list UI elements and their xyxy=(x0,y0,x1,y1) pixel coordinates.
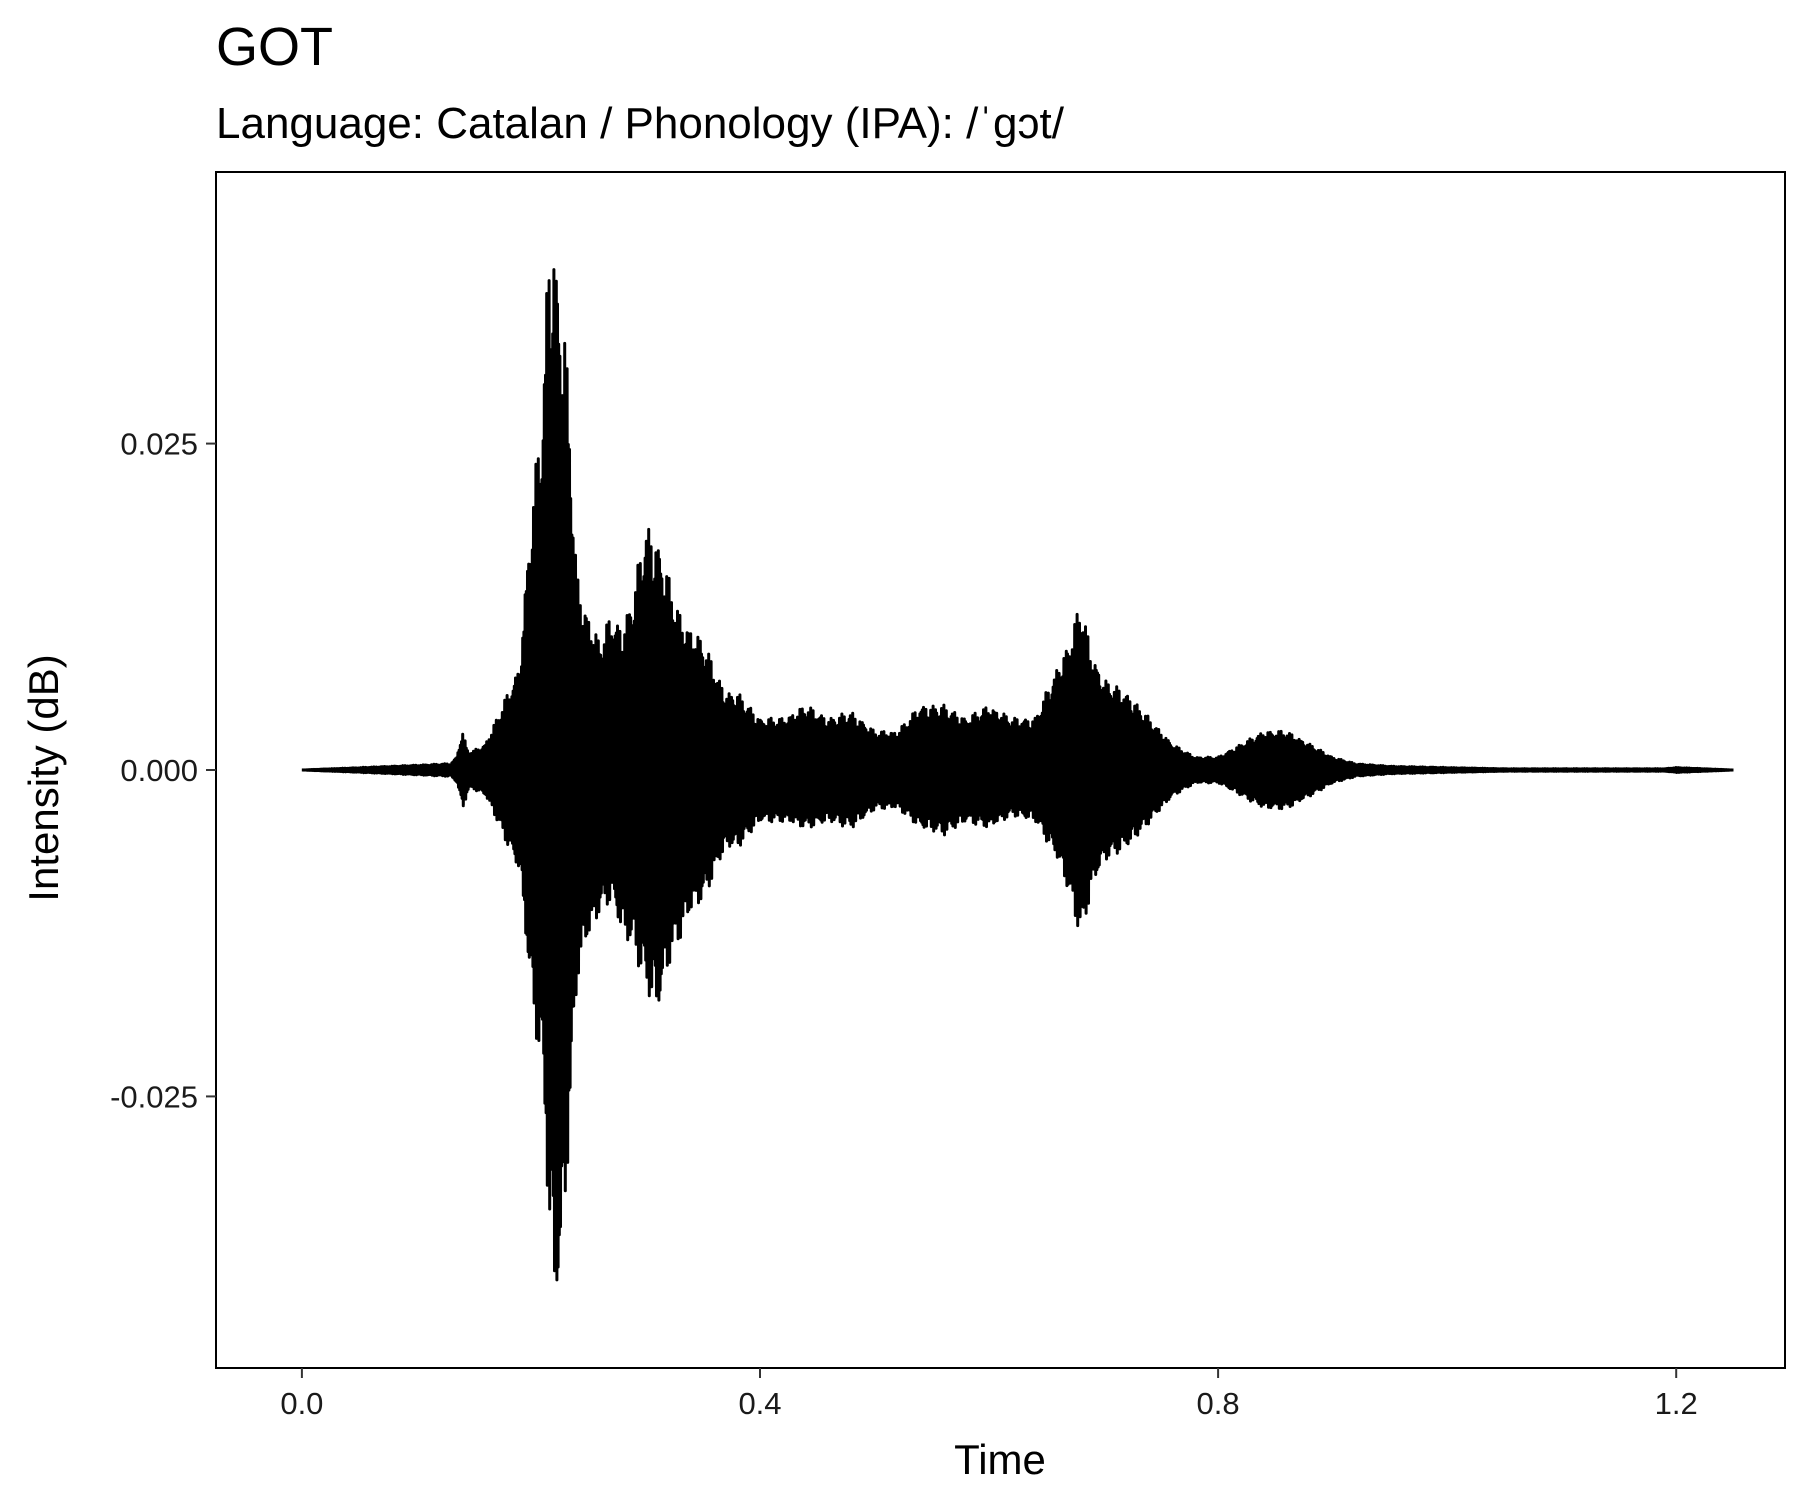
y-tick-label: -0.025 xyxy=(110,1079,198,1114)
y-tick-label: 0.000 xyxy=(120,753,198,788)
x-axis-title: Time xyxy=(954,1436,1046,1483)
y-axis-title: Intensity (dB) xyxy=(20,654,67,901)
x-tick-label: 0.0 xyxy=(280,1386,323,1421)
waveform-series-0 xyxy=(301,268,1735,1282)
chart-title: GOT xyxy=(216,17,333,77)
x-axis: 0.0 0.4 0.8 1.2 xyxy=(280,1368,1698,1421)
x-tick-label: 0.4 xyxy=(738,1386,781,1421)
x-tick-label: 1.2 xyxy=(1655,1386,1698,1421)
x-tick-label: 0.8 xyxy=(1197,1386,1240,1421)
y-tick-label: 0.025 xyxy=(120,427,198,462)
y-axis: 0.025 0.000 -0.025 xyxy=(110,427,216,1114)
plot-area xyxy=(215,171,1786,1369)
chart-subtitle: Language: Catalan / Phonology (IPA): /ˈg… xyxy=(216,99,1065,148)
